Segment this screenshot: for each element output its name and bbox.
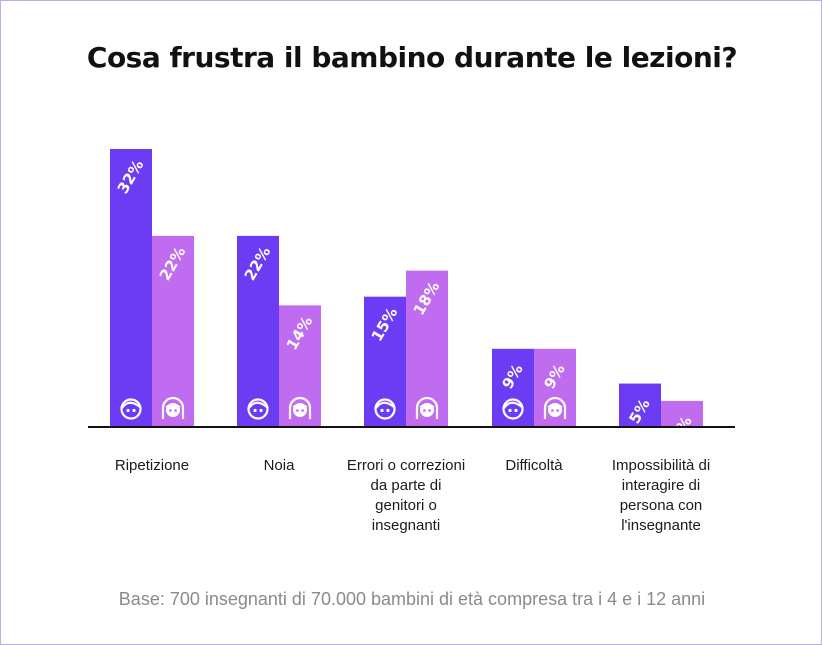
bar — [364, 296, 406, 427]
bar — [661, 400, 703, 427]
chart-footnote: Base: 700 insegnanti di 70.000 bambini d… — [118, 589, 706, 609]
category-label: Ripetizione — [115, 457, 189, 474]
boy-face-icon — [502, 398, 524, 420]
bar-chart: 32%22%Ripetizione22%14%Noia15%18%Errori … — [88, 149, 735, 534]
bar — [110, 149, 152, 427]
boy-face-icon — [120, 398, 142, 420]
boy-face-icon — [374, 398, 396, 420]
category-label: Impossibilità di interagire di persona con… — [612, 457, 710, 534]
bar — [406, 270, 448, 427]
category-label: Errori o correzioni da parte di genitori o… — [347, 457, 465, 534]
bar — [237, 235, 279, 427]
category-label: Noia — [264, 457, 296, 474]
girl-face-icon — [288, 396, 312, 419]
boy-face-icon — [247, 398, 269, 420]
category-label: Difficoltà — [505, 457, 563, 474]
girl-face-icon — [415, 396, 439, 419]
bar — [492, 348, 534, 427]
girl-face-icon — [161, 396, 185, 419]
bar — [152, 235, 194, 427]
bar — [619, 383, 661, 427]
girl-face-icon — [543, 396, 567, 419]
chart-title: Cosa frustra il bambino durante le lezio… — [86, 41, 738, 74]
